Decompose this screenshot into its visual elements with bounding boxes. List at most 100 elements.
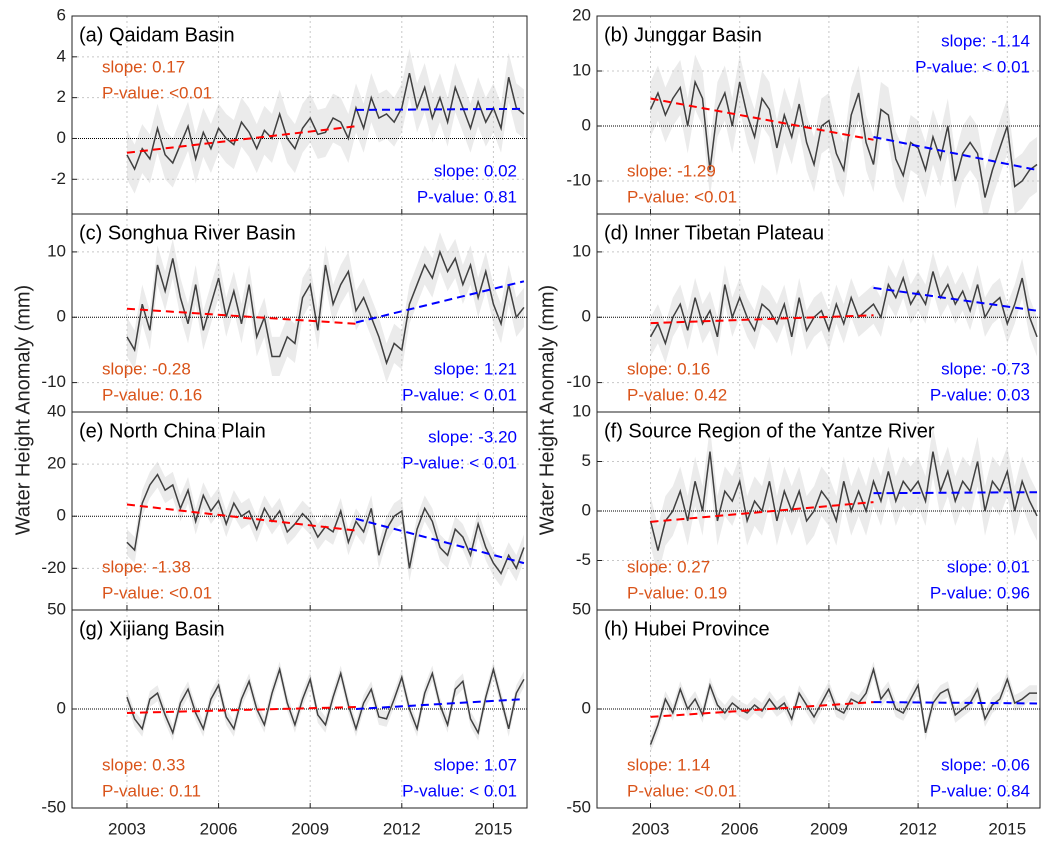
annotation: P-value: < 0.01 — [915, 57, 1030, 76]
y-tick-label: 6 — [57, 5, 66, 24]
annotation: P-value: 0.16 — [102, 385, 202, 404]
annotation: P-value: 0.81 — [417, 187, 517, 206]
trend-line — [355, 698, 525, 710]
panel: -50 0 50 2003 2006 2009 2012 2015 (g) Xijiang Ba… — [41, 599, 528, 838]
data-line — [126, 666, 525, 736]
annotation: slope: 0.17 — [102, 57, 185, 76]
annotation: slope: 1.21 — [434, 359, 517, 378]
y-tick-label: -10 — [566, 372, 591, 391]
annotation: P-value: 0.03 — [930, 385, 1030, 404]
trend-line — [873, 701, 1038, 705]
annotation: slope: 1.07 — [434, 755, 517, 774]
trend-line — [650, 97, 874, 141]
annotation: slope: 0.33 — [102, 755, 185, 774]
trend-line — [355, 107, 524, 111]
plot-area — [72, 16, 527, 214]
annotation: P-value: 0.84 — [930, 781, 1030, 800]
data-line — [126, 72, 525, 171]
y-tick-label: -2 — [51, 169, 66, 188]
x-tick-label: 2003 — [632, 819, 670, 838]
annotation: slope: -0.73 — [941, 359, 1030, 378]
annotation: P-value: < 0.01 — [402, 781, 517, 800]
y-tick-label: 10 — [572, 241, 591, 260]
x-tick-label: 2012 — [383, 819, 421, 838]
y-tick-label: 20 — [572, 5, 591, 24]
annotation: slope: -3.20 — [428, 427, 517, 446]
panel-title: (b) Junggar Basin — [604, 24, 762, 46]
y-tick-label: -5 — [576, 550, 591, 569]
annotation: P-value: <0.01 — [102, 83, 212, 102]
annotation: slope: 0.16 — [627, 359, 710, 378]
y-tick-label: 10 — [47, 241, 66, 260]
annotation: P-value: 0.96 — [930, 583, 1030, 602]
plot-area — [597, 610, 1040, 808]
trend-line — [650, 314, 874, 325]
uncertainty-band — [126, 232, 524, 383]
x-tick-label: 2009 — [291, 819, 329, 838]
trend-line — [873, 491, 1038, 495]
annotation: slope: 1.14 — [627, 755, 710, 774]
panel-title: (g) Xijiang Basin — [79, 618, 225, 640]
uncertainty-band — [650, 661, 1038, 753]
y-axis-label: Water Height Anomaly (mm) — [12, 285, 34, 535]
annotation: slope: -1.29 — [627, 161, 716, 180]
data-line — [649, 79, 1038, 198]
y-tick-label: -20 — [41, 558, 66, 577]
annotation: slope: -1.14 — [941, 31, 1030, 50]
trend-line — [650, 501, 874, 523]
uncertainty-band — [126, 661, 524, 741]
y-tick-label: 5 — [582, 451, 591, 470]
panel: -2 0 2 4 6 (a) Qaidam Basin slope: 0.17 P-value… — [51, 5, 528, 215]
x-tick-label: 2003 — [108, 819, 146, 838]
y-tick-label: 0 — [582, 698, 591, 717]
trend-line — [873, 136, 1038, 171]
y-tick-label: 0 — [57, 128, 66, 147]
data-line — [649, 666, 1038, 745]
annotation: P-value: 0.19 — [627, 583, 727, 602]
panel: -5 0 5 10 (f) Source Region of the Yantze Ri… — [572, 401, 1041, 611]
data-line — [649, 271, 1038, 346]
annotation: P-value: < 0.01 — [402, 385, 517, 404]
panel: -10 0 10 (c) Songhua River Basin slope: -0.2… — [41, 213, 528, 413]
panel: -10 0 10 (d) Inner Tibetan Plateau slope: 0.… — [566, 213, 1041, 413]
y-tick-label: 40 — [47, 401, 66, 420]
annotation: slope: -0.28 — [102, 359, 191, 378]
y-tick-label: 0 — [57, 307, 66, 326]
y-tick-label: 0 — [582, 500, 591, 519]
plot-area — [72, 412, 527, 610]
annotation: P-value: 0.42 — [627, 385, 727, 404]
annotation: P-value: <0.01 — [102, 583, 212, 602]
y-axis-label: Water Height Anomaly (mm) — [536, 285, 558, 535]
plot-area — [72, 610, 527, 808]
y-tick-label: -50 — [566, 797, 591, 816]
uncertainty-band — [650, 54, 1038, 214]
y-tick-label: 10 — [572, 401, 591, 420]
uncertainty-band — [650, 426, 1038, 576]
panel-title: (e) North China Plain — [79, 420, 266, 442]
annotation: slope: 0.01 — [947, 557, 1030, 576]
annotation: slope: -1.38 — [102, 557, 191, 576]
trend-line — [873, 286, 1038, 312]
x-tick-label: 2015 — [988, 819, 1026, 838]
annotation: slope: 0.02 — [434, 161, 517, 180]
y-tick-label: 0 — [582, 115, 591, 134]
y-tick-label: 50 — [47, 599, 66, 618]
annotation: P-value: < 0.01 — [402, 453, 517, 472]
panel-title: (h) Hubei Province — [604, 618, 770, 640]
uncertainty-band — [650, 251, 1038, 363]
annotation: slope: -0.06 — [941, 755, 1030, 774]
trend-line — [355, 280, 525, 324]
x-tick-label: 2006 — [721, 819, 759, 838]
annotation: slope: 0.27 — [627, 557, 710, 576]
panel: -10 0 10 20 (b) Junggar Basin slope: -1.29 P-v… — [566, 5, 1041, 215]
y-tick-label: 50 — [572, 599, 591, 618]
y-tick-label: 0 — [57, 698, 66, 717]
y-tick-label: 20 — [47, 454, 66, 473]
x-tick-label: 2006 — [200, 819, 238, 838]
y-tick-label: 10 — [572, 60, 591, 79]
y-tick-label: 0 — [582, 307, 591, 326]
plot-area — [597, 16, 1040, 214]
x-tick-label: 2015 — [474, 819, 512, 838]
